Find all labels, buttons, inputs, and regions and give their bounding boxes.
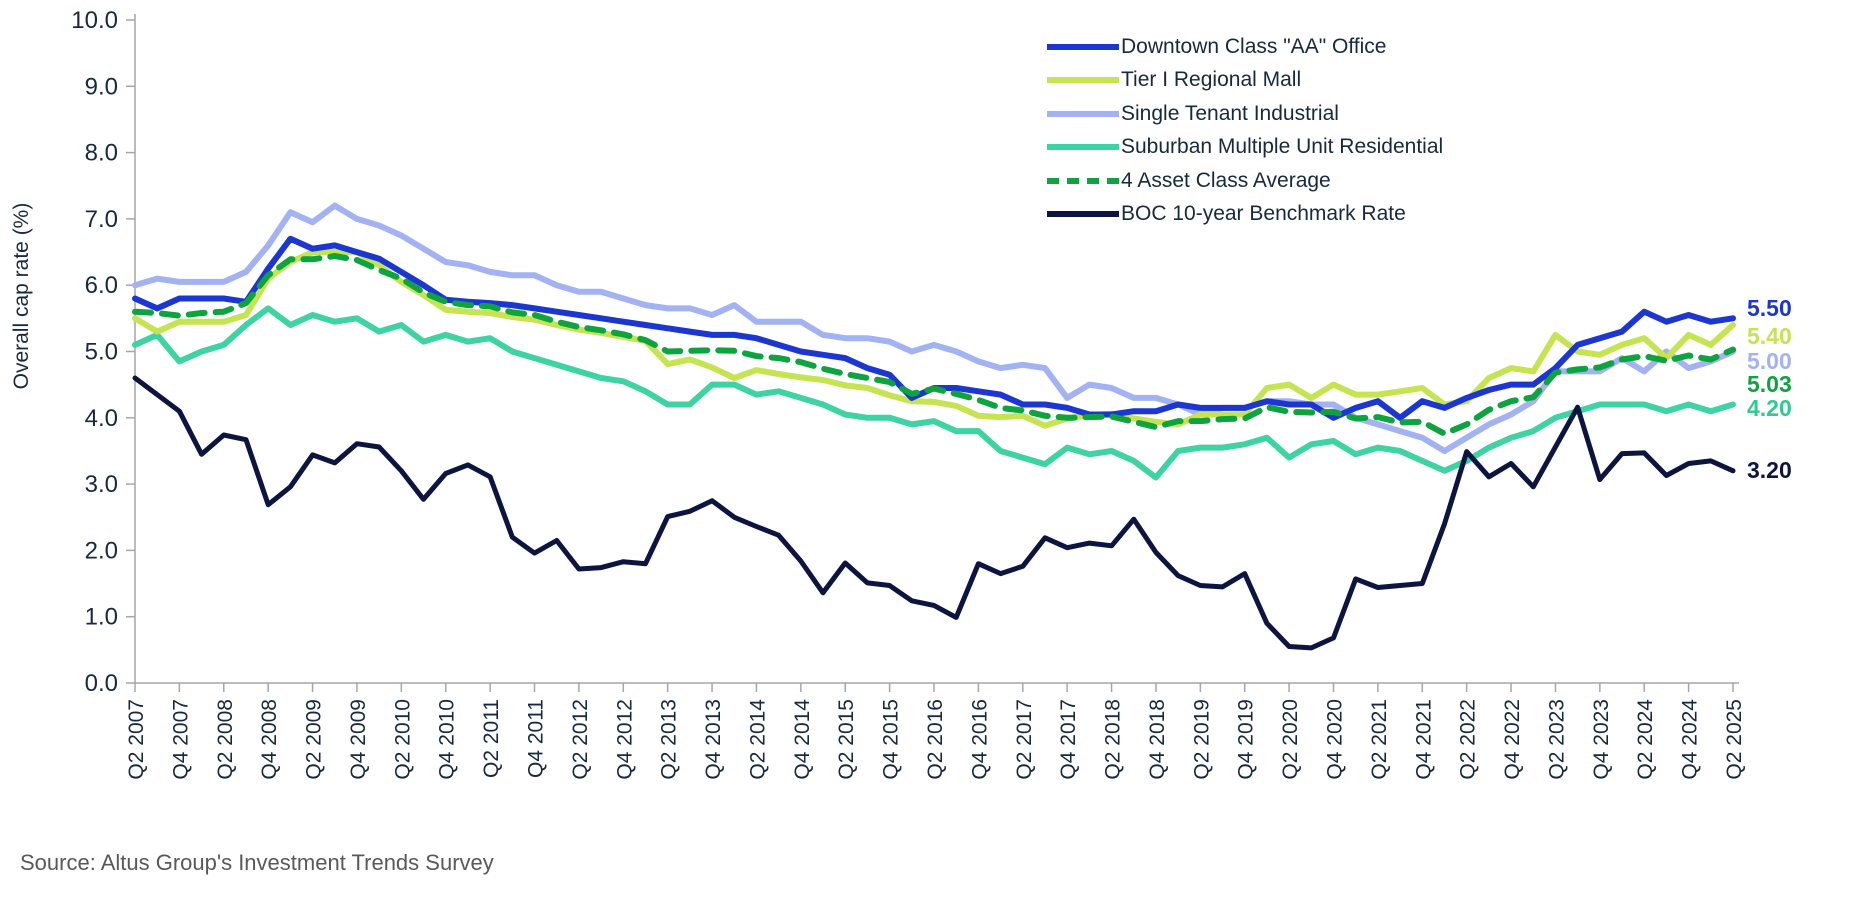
x-tick-label: Q4 2017 [1057,699,1080,780]
legend-label: Tier I Regional Mall [1121,68,1302,92]
legend-label: Suburban Multiple Unit Residential [1121,135,1444,159]
x-tick-label: Q4 2024 [1679,699,1702,780]
x-tick-label: Q2 2011 [480,699,503,778]
x-tick-label: Q2 2023 [1545,699,1568,780]
x-tick-label: Q2 2015 [835,699,858,780]
x-tick-label: Q4 2014 [791,699,814,780]
legend-swatch-line [1047,144,1119,151]
x-tick-label: Q4 2023 [1590,699,1613,780]
x-tick-label: Q2 2025 [1723,699,1746,780]
legend-item-1: Downtown Class "AA" Office [1047,30,1443,64]
x-tick-label: Q4 2011 [525,699,548,778]
legend-item-5: 4 Asset Class Average [1047,164,1443,198]
x-tick-label: Q4 2015 [880,699,903,780]
y-tick-label: 1.0 [85,604,118,631]
x-tick-label: Q4 2019 [1235,699,1258,780]
y-tick-label: 3.0 [85,471,118,498]
y-tick-label: 8.0 [85,140,118,167]
legend-swatch-line [1047,110,1119,117]
x-tick-label: Q4 2020 [1324,699,1347,780]
y-tick-label: 0.0 [85,670,118,697]
x-tick-label: Q2 2008 [214,699,237,780]
series-end-value: 5.50 [1747,295,1792,321]
x-tick-label: Q4 2022 [1501,699,1524,780]
series-line-5 [132,253,1736,437]
series-end-value: 3.20 [1747,457,1792,483]
series-line-4 [132,305,1736,481]
series-line-6 [132,375,1736,651]
legend-label: 4 Asset Class Average [1121,168,1331,192]
y-tick-label: 10.0 [71,7,118,34]
x-tick-label: Q2 2019 [1190,699,1213,780]
x-tick-label: Q4 2018 [1146,699,1169,780]
x-tick-label: Q2 2021 [1368,699,1391,780]
legend-item-2: Tier I Regional Mall [1047,64,1443,98]
x-tick-label: Q4 2008 [258,699,281,780]
x-tick-label: Q4 2012 [613,699,636,780]
series-end-value: 5.00 [1747,348,1792,374]
series-line-2 [132,249,1736,429]
legend-swatch-dashed-line [1047,177,1119,184]
legend: Downtown Class "AA" Office Tier I Regiona… [1047,30,1443,231]
legend-label: Downtown Class "AA" Office [1121,34,1387,58]
source-note: Source: Altus Group's Investment Trends … [20,850,494,875]
x-tick-label: Q2 2018 [1102,699,1125,780]
x-tick-label: Q4 2007 [169,699,192,780]
x-tick-label: Q4 2010 [436,699,459,780]
x-tick-label: Q4 2016 [968,699,991,780]
legend-swatch-line [1047,43,1119,50]
legend-label: Single Tenant Industrial [1121,101,1339,125]
y-tick-label: 6.0 [85,272,118,299]
x-tick-label: Q2 2009 [303,699,326,780]
y-tick-label: 5.0 [85,339,118,366]
x-tick-label: Q4 2013 [702,699,725,780]
legend-label: BOC 10-year Benchmark Rate [1121,202,1406,226]
series-line-3 [132,202,1736,454]
x-tick-label: Q4 2009 [347,699,370,780]
legend-item-6: BOC 10-year Benchmark Rate [1047,198,1443,232]
legend-swatch-line [1047,211,1119,218]
legend-swatch-line [1047,77,1119,84]
x-tick-label: Q2 2017 [1013,699,1036,780]
legend-item-3: Single Tenant Industrial [1047,97,1443,131]
y-axis-title: Overall cap rate (%) [10,202,33,390]
series-end-value: 4.20 [1747,395,1792,421]
x-tick-label: Q2 2007 [125,699,148,780]
series-end-value: 5.03 [1747,371,1792,397]
x-tick-label: Q4 2021 [1412,699,1435,780]
x-tick-label: Q2 2016 [924,699,947,780]
series-end-value: 5.40 [1747,323,1792,349]
x-tick-label: Q2 2010 [391,699,414,780]
x-tick-label: Q2 2020 [1279,699,1302,780]
x-tick-label: Q2 2022 [1457,699,1480,780]
x-tick-label: Q2 2014 [746,699,769,780]
y-tick-label: 7.0 [85,206,118,233]
x-tick-label: Q2 2013 [658,699,681,780]
y-tick-label: 4.0 [85,405,118,432]
y-tick-label: 9.0 [85,73,118,100]
x-tick-label: Q2 2012 [569,699,592,780]
x-tick-label: Q2 2024 [1634,699,1657,780]
legend-item-4: Suburban Multiple Unit Residential [1047,131,1443,165]
y-tick-label: 2.0 [85,537,118,564]
